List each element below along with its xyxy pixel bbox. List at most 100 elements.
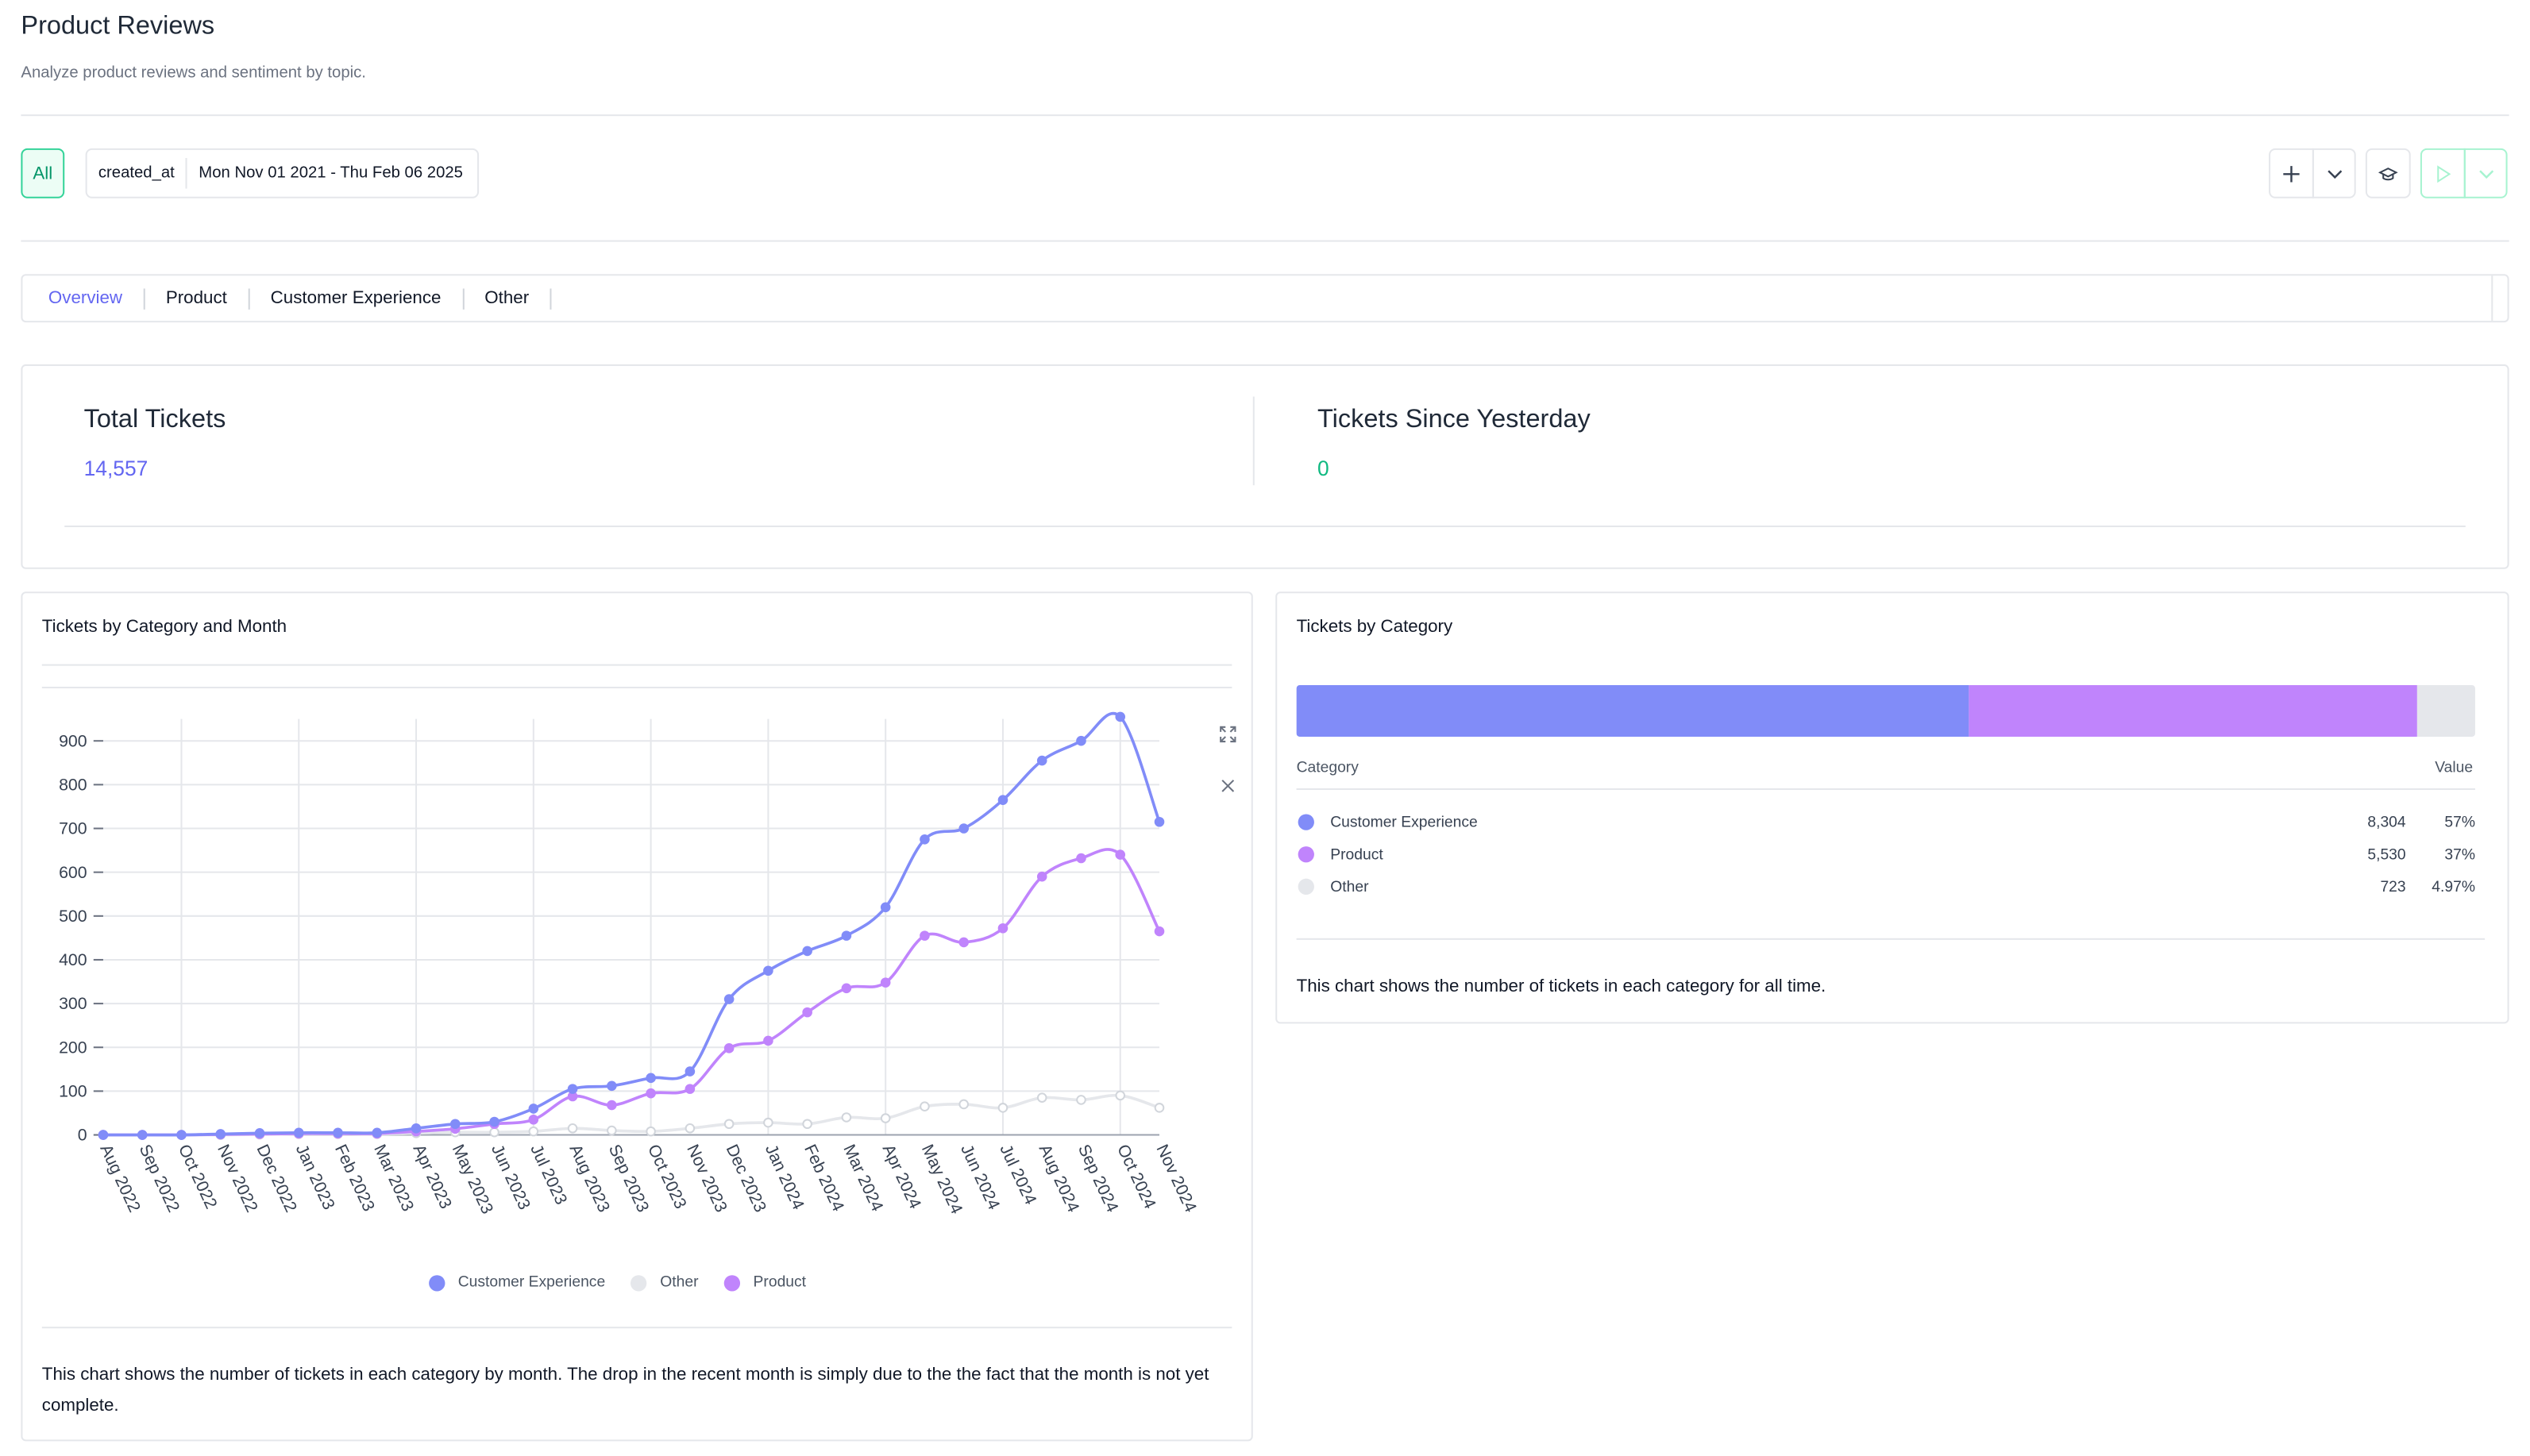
- add-button[interactable]: [2269, 148, 2314, 198]
- y-tick-label: 300: [59, 994, 87, 1013]
- data-point: [1115, 1090, 1126, 1101]
- data-point: [763, 1035, 773, 1046]
- legend-item[interactable]: Customer Experience: [429, 1273, 605, 1292]
- bar-segment-other[interactable]: [2416, 685, 2475, 737]
- legend-item[interactable]: Other: [631, 1273, 699, 1292]
- line-chart-divider-2: [41, 687, 1232, 689]
- data-point: [1115, 711, 1126, 722]
- category-percent: 57%: [2444, 813, 2475, 831]
- data-point: [450, 1119, 461, 1130]
- run-dropdown-button[interactable]: [2463, 148, 2508, 198]
- plus-icon: [2283, 165, 2300, 182]
- bar-segment-product[interactable]: [1969, 685, 2417, 737]
- data-point: [646, 1088, 656, 1099]
- line-chart-description: This chart shows the number of tickets i…: [41, 1365, 1209, 1416]
- data-point: [880, 902, 891, 913]
- line-chart-footer-divider: [41, 1327, 1232, 1329]
- data-point: [958, 1099, 969, 1110]
- data-point: [98, 1130, 109, 1140]
- x-tick-label: Oct 2024: [1113, 1142, 1159, 1212]
- data-point: [1076, 735, 1086, 746]
- all-filter-button[interactable]: All: [21, 148, 65, 198]
- x-tick-label: Oct 2022: [175, 1142, 221, 1212]
- total-tickets-value: 14,557: [83, 456, 148, 481]
- data-point: [489, 1116, 499, 1127]
- data-point: [1115, 849, 1126, 860]
- y-tick-label: 200: [59, 1038, 87, 1057]
- data-point: [1154, 816, 1165, 827]
- y-tick-label: 800: [59, 775, 87, 794]
- tab-other[interactable]: Other: [464, 287, 552, 309]
- data-point: [802, 1007, 812, 1018]
- category-row: Product 5,530 37%: [1298, 843, 2475, 865]
- add-dropdown-button[interactable]: [2312, 148, 2356, 198]
- page-title: Product Reviews: [21, 13, 215, 40]
- data-point: [254, 1128, 265, 1138]
- category-value: 8,304: [2367, 813, 2406, 831]
- x-tick-label: Oct 2023: [644, 1142, 690, 1212]
- data-point: [489, 1127, 499, 1138]
- data-point: [528, 1114, 539, 1125]
- data-point: [920, 1101, 930, 1111]
- data-point: [763, 965, 773, 976]
- legend-item[interactable]: Product: [723, 1273, 807, 1292]
- data-point: [1154, 926, 1165, 937]
- legend-label: Product: [753, 1273, 807, 1292]
- data-point: [1076, 1095, 1086, 1105]
- y-tick-label: 600: [59, 863, 87, 882]
- category-chart-description: This chart shows the number of tickets i…: [1296, 976, 1826, 996]
- y-tick-label: 400: [59, 950, 87, 969]
- data-point: [723, 994, 735, 1004]
- tab-product[interactable]: Product: [145, 287, 250, 309]
- x-tick-label: Jul 2023: [526, 1142, 571, 1208]
- category-table-divider: [1296, 788, 2475, 790]
- run-button[interactable]: [2420, 148, 2466, 198]
- data-point: [333, 1127, 343, 1138]
- tab-overview[interactable]: Overview: [48, 287, 145, 309]
- legend-label: Other: [660, 1273, 699, 1292]
- data-point: [685, 1066, 696, 1077]
- data-point: [920, 834, 930, 845]
- date-range-value: Mon Nov 01 2021 - Thu Feb 06 2025: [199, 164, 463, 183]
- category-chart-card: [1275, 591, 2509, 1024]
- data-point: [763, 1117, 773, 1128]
- kpi-card: [21, 364, 2509, 569]
- data-point: [528, 1126, 539, 1137]
- chevron-down-icon: [2478, 169, 2493, 179]
- data-point: [802, 1119, 812, 1130]
- data-point: [528, 1104, 539, 1114]
- line-chart-divider: [41, 664, 1232, 666]
- data-point: [1036, 755, 1047, 766]
- tab-customer-experience[interactable]: Customer Experience: [249, 287, 464, 309]
- data-point: [723, 1043, 735, 1053]
- close-icon[interactable]: [1221, 779, 1235, 793]
- page-subtitle: Analyze product reviews and sentiment by…: [21, 64, 366, 83]
- category-name: Customer Experience: [1330, 813, 1478, 831]
- expand-icon[interactable]: [1219, 726, 1236, 743]
- line-chart-card: [21, 591, 1253, 1442]
- data-point: [607, 1125, 617, 1136]
- category-value: 5,530: [2367, 845, 2406, 864]
- x-tick-label: Jul 2024: [996, 1142, 1040, 1208]
- y-tick-label: 100: [59, 1082, 87, 1101]
- stacked-bar: [1296, 685, 2475, 737]
- legend-swatch: [429, 1274, 445, 1291]
- date-filter[interactable]: created_at Mon Nov 01 2021 - Thu Feb 06 …: [85, 148, 480, 198]
- tickets-since-yesterday-title: Tickets Since Yesterday: [1317, 406, 1591, 434]
- data-point: [137, 1130, 148, 1140]
- learn-button[interactable]: [2365, 148, 2411, 198]
- legend-swatch: [631, 1274, 648, 1291]
- tab-bar-edge: [2491, 275, 2493, 322]
- line-chart-legend: Customer Experience Other Product: [429, 1273, 807, 1292]
- data-point: [176, 1130, 187, 1140]
- bar-segment-customer-experience[interactable]: [1296, 685, 1969, 737]
- data-point: [372, 1127, 383, 1138]
- line-chart-title: Tickets by Category and Month: [41, 617, 287, 637]
- data-point: [841, 983, 852, 994]
- category-chart-title: Tickets by Category: [1296, 617, 1453, 637]
- kpi-divider: [1252, 396, 1255, 486]
- category-footer-divider: [1296, 938, 2486, 940]
- date-field-label: created_at: [87, 157, 188, 189]
- kpi-bottom-divider: [64, 525, 2466, 528]
